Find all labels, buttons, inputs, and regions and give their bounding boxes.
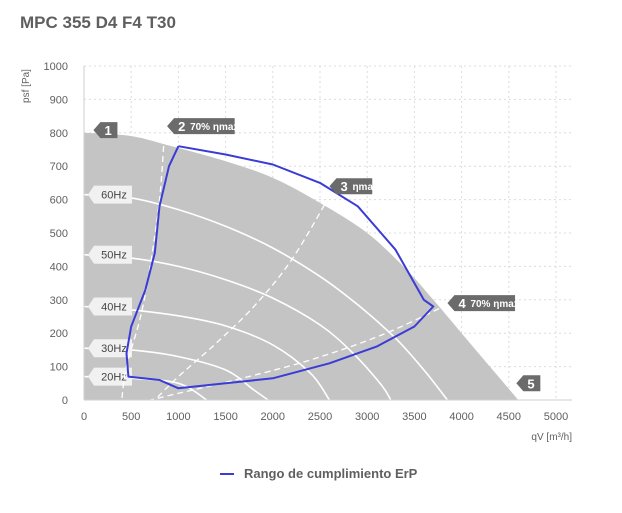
x-tick-label: 500 [122,411,140,423]
x-tick-label: 5000 [544,411,568,423]
x-tick-label: 2500 [308,411,332,423]
marker-label: 70% ηmax [470,299,519,310]
y-tick-label: 0 [62,395,68,407]
speed-label: 60Hz [101,190,127,202]
y-tick-label: 400 [50,261,68,273]
axes: 0 500 1000 1500 2000 2500 3000 3500 4000 4500 5000… [21,61,572,443]
y-tick-label: 500 [50,228,68,240]
speed-label: 20Hz [101,372,127,384]
marker-number: 1 [104,123,111,138]
operating-area [84,132,519,401]
speed-label-box [88,297,132,316]
markers: 1 2 70% ηmax 3 ηmax 4 70% ηmax 5 [93,118,541,392]
marker-flag [516,375,541,392]
x-tick-label: 3000 [355,411,379,423]
compliance-series [125,145,435,390]
speed-label-box [88,339,132,358]
marker-number: 5 [527,376,534,391]
efficiency-line [149,299,458,401]
marker-flag [167,118,235,135]
marker-flag [93,122,118,139]
y-tick-label: 800 [50,128,68,140]
marker-number: 2 [178,119,185,134]
speed-curve [83,193,449,401]
y-tick-label: 1000 [44,61,68,73]
marker-flag [329,178,373,195]
legend-label: Rango de cumplimiento ErP [244,466,418,481]
y-tick-label: 700 [50,161,68,173]
speed-label-box [88,185,132,204]
x-tick-label: 1000 [166,411,190,423]
y-axis-label: psf [Pa] [21,69,32,103]
speed-label-box [88,367,132,386]
y-tick-label: 900 [50,94,68,106]
legend-swatch [220,472,234,475]
marker-number: 3 [340,179,347,194]
speed-label: 40Hz [101,301,127,313]
x-tick-label: 3500 [402,411,426,423]
y-tick-label: 200 [50,328,68,340]
compliance-line [125,145,435,390]
speed-label: 30Hz [101,343,127,355]
x-tick-label: 4500 [497,411,521,423]
marker-label: ηmax [352,182,379,193]
speed-label: 50Hz [101,250,127,262]
y-tick-label: 100 [50,362,68,374]
marker-label: 70% ηmax [190,122,239,133]
speed-label-box [88,245,132,264]
x-tick-label: 4000 [449,411,473,423]
x-tick-label: 2000 [261,411,285,423]
x-tick-label: 1500 [213,411,237,423]
legend: Rango de cumplimiento ErP [220,466,417,481]
marker-number: 4 [458,296,466,311]
marker-flag [447,295,516,312]
y-tick-label: 600 [50,195,68,207]
operating-area-fill [84,132,519,401]
speed-curves: 60Hz 50Hz 40Hz 30Hz 20Hz [83,185,449,401]
x-axis-label: qV [m³/h] [531,432,572,443]
x-tick-label: 0 [81,411,87,423]
chart-title: MPC 355 D4 F4 T30 [20,13,176,32]
y-tick-label: 300 [50,295,68,307]
speed-curve [83,253,392,401]
efficiency-line [154,195,330,401]
